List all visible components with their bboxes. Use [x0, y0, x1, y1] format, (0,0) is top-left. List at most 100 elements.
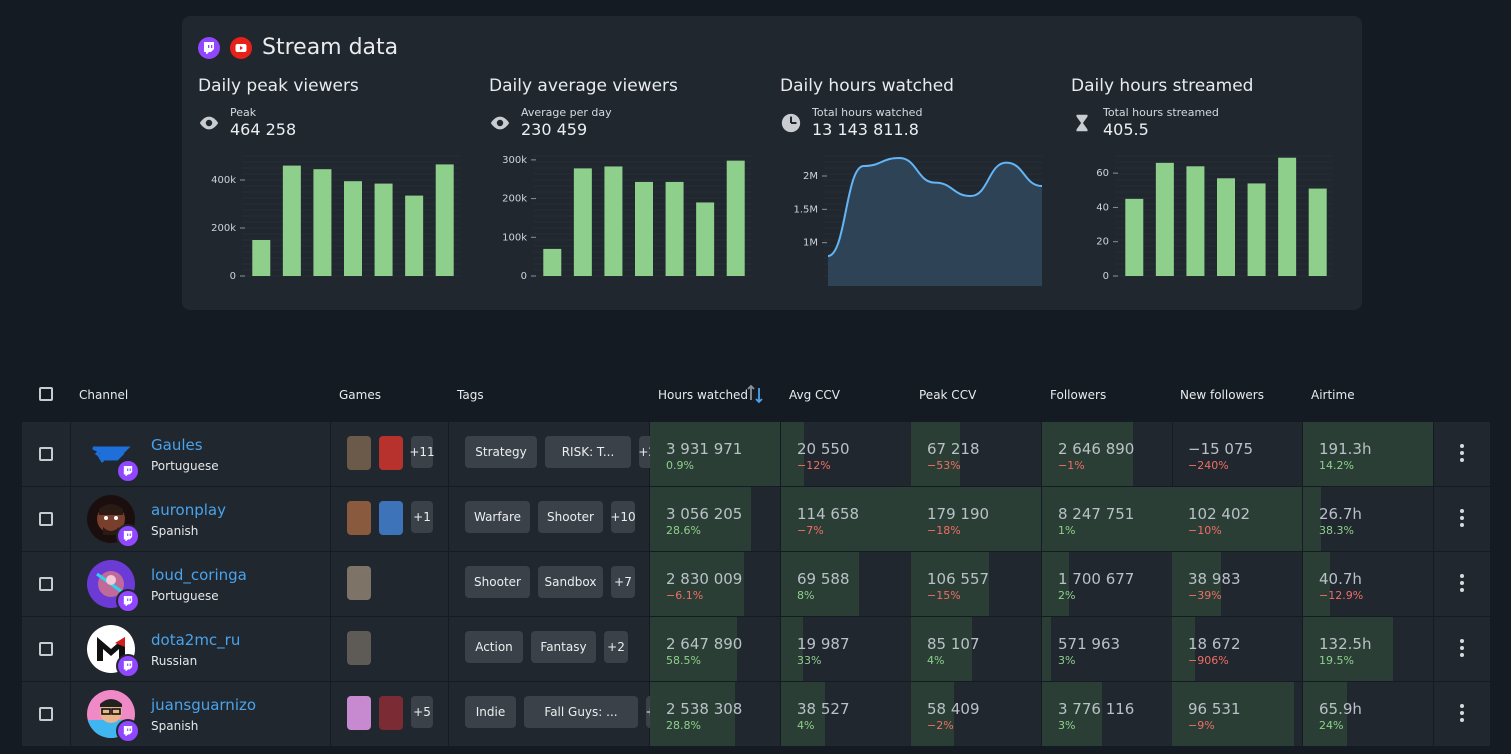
tag-chip[interactable]: Strategy	[465, 436, 537, 468]
card-title: Stream data	[262, 35, 399, 60]
tag-chip[interactable]: Indie	[465, 696, 516, 728]
bar	[635, 181, 653, 276]
followers-value: 2 646 890	[1058, 440, 1135, 458]
table-row[interactable]: juansguarnizo Spanish +5 Indie Fall Guys: …	[22, 682, 1490, 746]
game-thumbnail[interactable]	[347, 501, 371, 535]
panel-peak-viewers: Daily peak viewers Peak 464 258 0 200k 400…	[198, 76, 468, 306]
games-more-chip[interactable]: +1	[411, 501, 433, 533]
tick-label: 1.5M	[793, 204, 818, 215]
channel-cell[interactable]: Gaules Portuguese	[71, 422, 331, 486]
twitch-badge-icon	[116, 654, 140, 678]
avg-change: 8%	[797, 589, 815, 602]
tag-chip[interactable]: Sandbox	[538, 566, 603, 598]
games-more-chip[interactable]: +11	[409, 436, 435, 468]
hours-value: 2 647 890	[666, 635, 743, 653]
tags-more-chip[interactable]: +2	[604, 631, 628, 663]
airtime-value: 132.5h	[1319, 635, 1372, 653]
tag-chip[interactable]: RISK: T...	[545, 436, 631, 468]
tick-label: 40	[1096, 202, 1109, 213]
row-checkbox[interactable]	[39, 642, 53, 656]
tag-chip[interactable]: Shooter	[465, 566, 530, 598]
avatar[interactable]	[87, 625, 135, 673]
stat-label: Average per day	[521, 106, 612, 119]
more-options-icon[interactable]	[1460, 574, 1464, 595]
header-airtime[interactable]: Airtime	[1311, 388, 1355, 402]
hours-bar	[650, 682, 735, 746]
more-options-icon[interactable]	[1460, 704, 1464, 725]
header-games[interactable]: Games	[339, 388, 381, 402]
panel-title: Daily average viewers	[489, 76, 678, 96]
game-thumbnail[interactable]	[347, 436, 371, 470]
twitch-icon[interactable]	[198, 36, 220, 59]
peak-change: −2%	[927, 719, 954, 732]
panel-hours-streamed: Daily hours streamed Total hours streame…	[1071, 76, 1341, 306]
airtime-cell: 132.5h 19.5%	[1303, 617, 1434, 681]
tag-chip[interactable]: Shooter	[538, 501, 603, 533]
hours-value: 2 830 009	[666, 570, 743, 588]
peak-change: −15%	[927, 589, 961, 602]
hours-change: 28.6%	[666, 524, 701, 537]
header-avg-ccv[interactable]: Avg CCV	[789, 388, 841, 402]
channel-name[interactable]: auronplay	[151, 501, 226, 519]
header-peak-ccv[interactable]: Peak CCV	[919, 388, 977, 402]
more-options-icon[interactable]	[1460, 444, 1464, 465]
avg-value: 38 527	[797, 700, 850, 718]
game-thumbnail[interactable]	[379, 436, 403, 470]
youtube-icon[interactable]	[230, 36, 252, 59]
channel-name[interactable]: dota2mc_ru	[151, 631, 241, 649]
row-checkbox[interactable]	[39, 577, 53, 591]
hours-bar	[650, 552, 744, 616]
followers-bar	[1042, 617, 1051, 681]
table-row[interactable]: dota2mc_ru Russian Action Fantasy +2 2 647…	[22, 617, 1490, 681]
channel-cell[interactable]: dota2mc_ru Russian	[71, 617, 331, 681]
newf-bar	[1172, 487, 1302, 551]
tag-chip[interactable]: Action	[465, 631, 523, 663]
game-thumbnail[interactable]	[379, 696, 403, 730]
channel-name[interactable]: Gaules	[151, 436, 203, 454]
avg-change: 33%	[797, 654, 822, 667]
header-tags[interactable]: Tags	[457, 388, 484, 402]
table-row[interactable]: loud_coringa Portuguese Shooter Sandbox +7…	[22, 552, 1490, 616]
more-options-icon[interactable]	[1460, 509, 1464, 530]
channel-name[interactable]: juansguarnizo	[151, 696, 257, 714]
tags-more-chip[interactable]: +10	[610, 501, 636, 533]
row-checkbox[interactable]	[39, 512, 53, 526]
row-checkbox[interactable]	[39, 447, 53, 461]
channel-name[interactable]: loud_coringa	[151, 566, 247, 584]
eye-icon	[199, 116, 219, 130]
channel-cell[interactable]: juansguarnizo Spanish	[71, 682, 331, 746]
tag-chip[interactable]: Fantasy	[531, 631, 596, 663]
channel-cell[interactable]: loud_coringa Portuguese	[71, 552, 331, 616]
followers-cell: 571 963 3%	[1042, 617, 1173, 681]
followers-cell: 2 646 890 −1%	[1042, 422, 1173, 486]
game-thumbnail[interactable]	[379, 501, 403, 535]
tag-chip[interactable]: Fall Guys: ...	[524, 696, 638, 728]
game-thumbnail[interactable]	[347, 566, 371, 600]
bar	[1247, 183, 1266, 276]
header-hours-watched[interactable]: Hours watched	[658, 388, 749, 402]
bar	[1155, 162, 1174, 276]
bar	[405, 195, 424, 276]
header-new-followers[interactable]: New followers	[1180, 388, 1264, 402]
game-thumbnail[interactable]	[347, 696, 371, 730]
airtime-bar	[1303, 487, 1321, 551]
channel-cell[interactable]: auronplay Spanish	[71, 487, 331, 551]
tags-more-chip[interactable]: +7	[611, 566, 635, 598]
game-thumbnail[interactable]	[347, 631, 371, 665]
games-more-chip[interactable]: +5	[411, 696, 433, 728]
tag-chip[interactable]: Warfare	[465, 501, 530, 533]
sort-icon[interactable]	[746, 384, 764, 404]
select-all-checkbox[interactable]	[39, 387, 53, 401]
airtime-change: 38.3%	[1319, 524, 1354, 537]
avatar[interactable]	[87, 495, 135, 543]
header-followers[interactable]: Followers	[1050, 388, 1107, 402]
table-row[interactable]: auronplay Spanish +1 Warfare Shooter +10 3 …	[22, 487, 1490, 551]
header-channel[interactable]: Channel	[79, 388, 129, 402]
airtime-value: 191.3h	[1319, 440, 1372, 458]
newf-value: −15 075	[1188, 440, 1254, 458]
followers-change: 3%	[1058, 719, 1076, 732]
more-options-icon[interactable]	[1460, 639, 1464, 660]
tick-label: 20	[1096, 237, 1109, 248]
row-checkbox[interactable]	[39, 707, 53, 721]
